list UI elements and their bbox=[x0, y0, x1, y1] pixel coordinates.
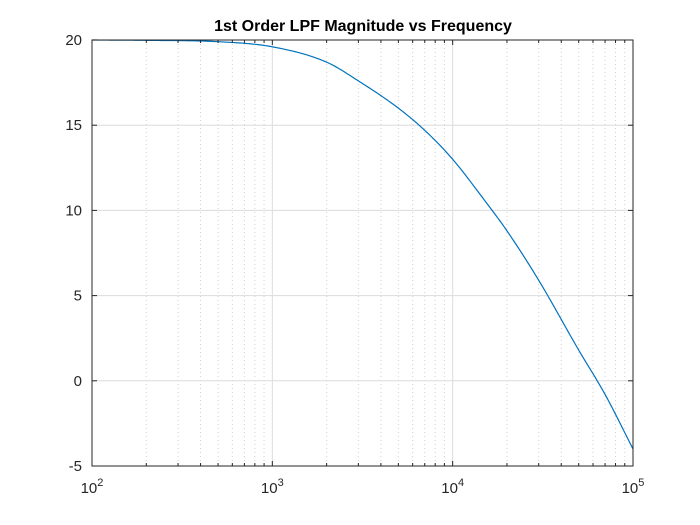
series-layer bbox=[91, 39, 634, 450]
y-tick-label: 0 bbox=[74, 373, 82, 390]
tick-marks bbox=[91, 39, 634, 467]
x-tick-label: 103 bbox=[261, 477, 284, 497]
minor-grid bbox=[145, 40, 626, 466]
y-tick-labels: -5 0 5 10 15 20 bbox=[65, 32, 82, 475]
x-tick-labels: 102 103 104 105 bbox=[81, 477, 645, 497]
x-tick-label: 102 bbox=[81, 477, 104, 497]
y-tick-label: 20 bbox=[65, 32, 82, 49]
x-tick-label: 104 bbox=[441, 477, 464, 497]
plot-area bbox=[92, 40, 633, 466]
y-tick-label: 10 bbox=[65, 202, 82, 219]
y-tick-label: -5 bbox=[69, 458, 82, 475]
chart-title: 1st Order LPF Magnitude vs Frequency bbox=[214, 18, 512, 35]
y-tick-label: 15 bbox=[65, 117, 82, 134]
series-line bbox=[91, 39, 634, 450]
x-tick-label: 105 bbox=[622, 477, 645, 497]
axes-box bbox=[91, 39, 634, 467]
y-tick-label: 5 bbox=[74, 288, 82, 305]
